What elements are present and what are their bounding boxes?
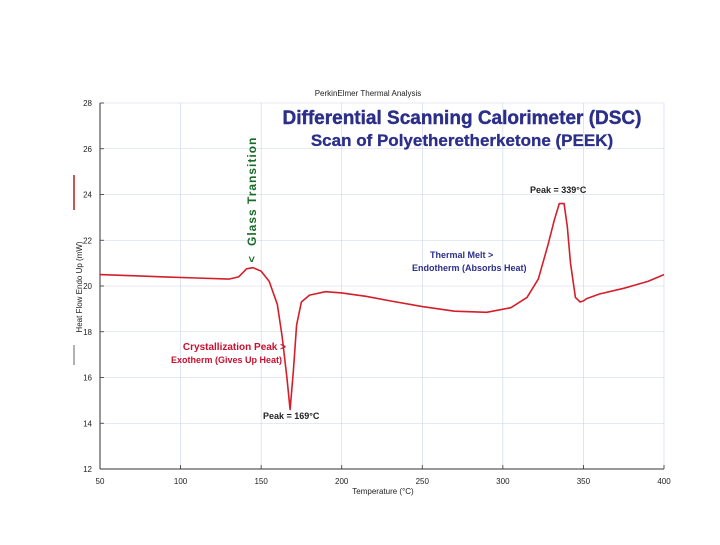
grid (99, 102, 665, 470)
x-tick-label: 50 (96, 477, 105, 486)
axes (99, 102, 665, 470)
series (99, 202, 665, 411)
y-tick-labels: 12 14 16 18 20 22 24 26 28 (83, 99, 92, 474)
x-tick-label: 350 (577, 477, 591, 486)
thermal-melt-subtitle: Endotherm (Absorbs Heat) (412, 263, 527, 273)
crystallization-subtitle: Exotherm (Gives Up Heat) (171, 355, 282, 365)
x-tick-label: 300 (496, 477, 510, 486)
y-tick-label: 20 (83, 282, 92, 291)
y-axis-label: Heat Flow Endo Up (mW) (75, 241, 84, 332)
thermal-melt-title: Thermal Melt > (430, 250, 493, 260)
y-tick-label: 18 (83, 328, 92, 337)
x-tick-label: 400 (657, 477, 671, 486)
y-tick-label: 24 (83, 191, 92, 200)
heat-flow-line (99, 202, 665, 411)
x-tick-label: 200 (335, 477, 349, 486)
x-tick-label: 250 (416, 477, 430, 486)
crystallization-peak-label: Peak = 169°C (263, 411, 320, 421)
glass-transition-label: Glass Transition (245, 137, 259, 246)
chart-title: Differential Scanning Calorimeter (DSC) (283, 108, 642, 129)
x-axis-label: Temperature (°C) (352, 487, 414, 496)
x-tick-label: 150 (254, 477, 268, 486)
glass-transition-arrow: > (245, 256, 257, 262)
x-tick-labels: 50 100 150 200 250 300 350 400 (96, 477, 672, 486)
chart-subtitle: Scan of Polyetheretherketone (PEEK) (311, 131, 613, 150)
header-text: PerkinElmer Thermal Analysis (315, 89, 422, 98)
y-tick-label: 26 (83, 145, 92, 154)
y-tick-label: 14 (83, 419, 92, 428)
y-tick-label: 16 (83, 374, 92, 383)
melt-peak-label: Peak = 339°C (530, 185, 587, 195)
y-tick-label: 22 (83, 236, 92, 245)
x-tick-label: 100 (174, 477, 188, 486)
crystallization-title: Crystallization Peak > (183, 342, 286, 353)
y-tick-label: 28 (83, 99, 92, 108)
y-tick-label: 12 (83, 465, 92, 474)
